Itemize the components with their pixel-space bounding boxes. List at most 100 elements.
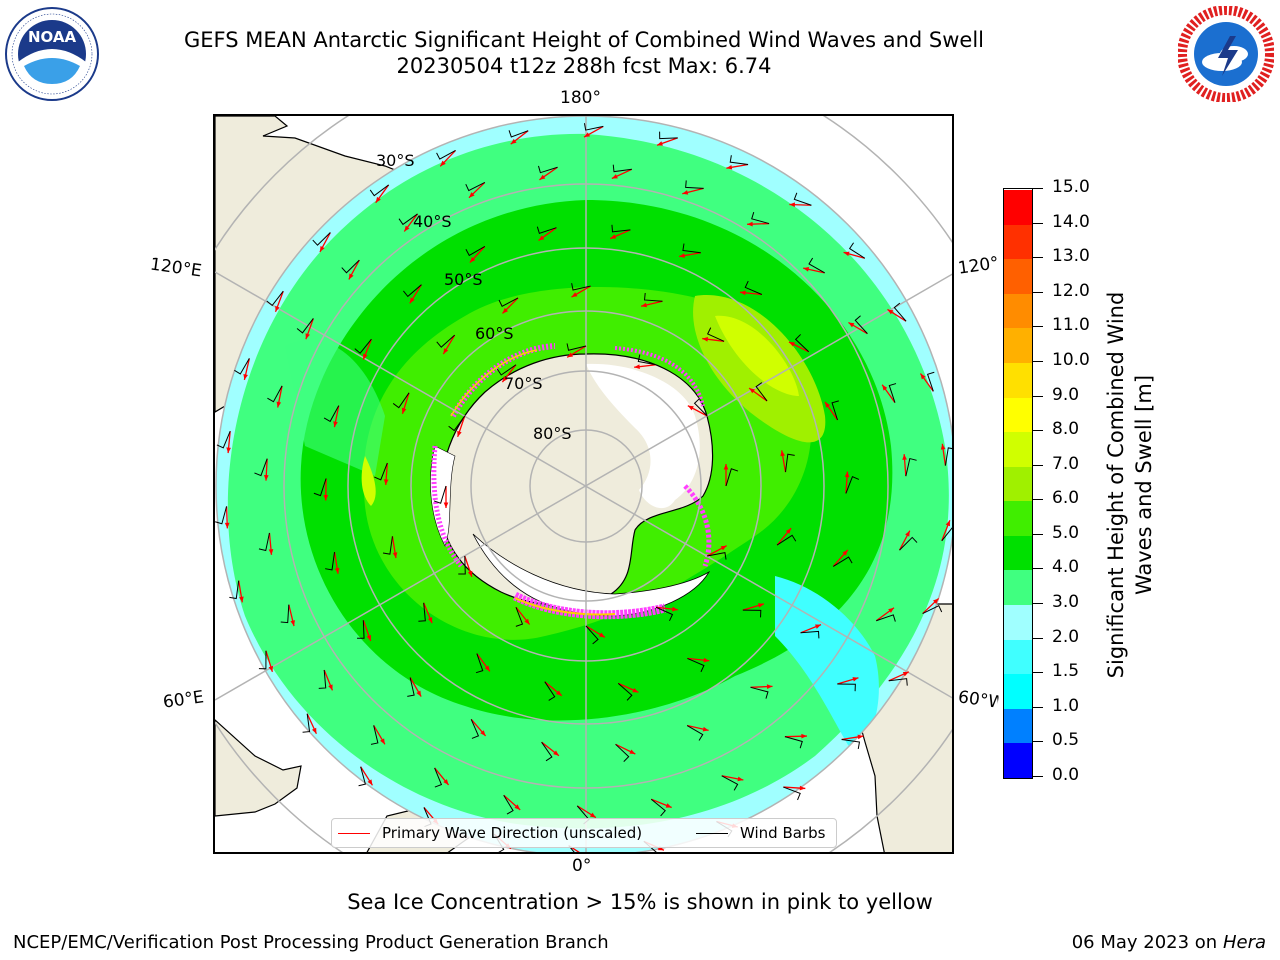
wind-barb	[837, 683, 856, 692]
wind-barb	[742, 609, 762, 618]
colorbar-tick-label: 15.0	[1052, 177, 1090, 197]
wind-barb	[783, 786, 801, 801]
wind-barb	[537, 165, 558, 174]
colorbar-segment	[1004, 431, 1032, 467]
footer-date-text: 06 May 2023 on	[1071, 932, 1218, 953]
wave-arrow-head	[366, 634, 372, 641]
wave-arrow-head	[702, 726, 709, 732]
wind-barb	[418, 602, 426, 622]
wind-barb	[448, 415, 466, 432]
wind-barb	[693, 398, 708, 417]
wave-arrow-head	[632, 687, 639, 693]
wave-arrow-head	[737, 776, 744, 782]
wave-arrow-head	[510, 138, 517, 145]
colorbar-segment	[1004, 327, 1032, 363]
wave-arrow-head	[844, 471, 850, 478]
colorbar-segment	[1004, 466, 1032, 502]
wave-arrow-head	[514, 804, 521, 810]
wave-arrow-head	[243, 373, 248, 380]
wind-barb	[215, 506, 228, 525]
lon-label-60w: 60°W	[956, 687, 1000, 713]
wind-barb	[585, 625, 599, 645]
wind-barb	[458, 555, 466, 575]
wave-arrow-head	[468, 192, 475, 198]
colorbar	[1003, 188, 1033, 779]
colorbar-tick-label: 3.0	[1052, 592, 1080, 613]
wind-barb	[266, 290, 284, 307]
wave-arrow-head	[945, 520, 950, 527]
wind-barb	[611, 224, 631, 233]
wave-arrow-head	[824, 401, 831, 408]
wave-arrow-head	[801, 733, 807, 739]
wind-barb	[848, 242, 866, 259]
wind-barb	[706, 327, 725, 342]
wind-barb	[655, 606, 674, 622]
wind-barb	[568, 845, 575, 852]
lat-label-50s: 50°S	[444, 270, 483, 289]
colorbar-tick-label: 12.0	[1052, 280, 1090, 301]
colorbar-segment	[1004, 569, 1032, 606]
wave-arrow-head	[720, 545, 727, 551]
wind-barb	[905, 457, 917, 477]
wind-barb	[776, 534, 797, 546]
wind-barb	[854, 315, 868, 334]
wave-arrow-head	[842, 549, 848, 556]
colorbar-tick	[1033, 326, 1043, 328]
wave-arrow-head	[571, 292, 578, 298]
wind-barb	[682, 243, 701, 254]
wave-arrow-head	[290, 620, 295, 627]
wave-arrow-head	[785, 528, 792, 534]
colorbar-segment	[1004, 500, 1032, 536]
colorbar-tick	[1033, 257, 1043, 259]
wind-barb	[941, 527, 952, 542]
wind-barb	[793, 192, 812, 206]
wave-arrow-head	[263, 474, 269, 481]
wind-barb	[615, 743, 630, 762]
colorbar-tick-label: 1.0	[1052, 695, 1080, 716]
colorbar-segment	[1004, 535, 1032, 571]
noaa-logo: NOAA	[5, 7, 99, 101]
wave-arrow-head	[766, 684, 773, 689]
lon-label-120e: 120°E	[148, 254, 203, 282]
wind-barb	[498, 297, 519, 307]
wind-barb	[721, 775, 739, 791]
wind-barb	[354, 338, 372, 354]
colorbar-tick-label: 2.0	[1052, 626, 1080, 647]
wind-barb	[686, 725, 704, 741]
colorbar-segment	[1004, 224, 1032, 260]
wind-barb	[254, 458, 268, 477]
wave-arrow-head	[757, 603, 764, 608]
wind-barb	[392, 392, 410, 409]
wave-arrow-head	[726, 164, 733, 170]
wave-arrow-head	[788, 342, 795, 347]
wave-arrow-head	[702, 336, 709, 342]
wind-barb	[612, 164, 632, 173]
wind-barb	[650, 798, 666, 817]
wave-arrow-head	[611, 174, 618, 179]
colorbar-tick	[1033, 430, 1043, 432]
wind-barb	[841, 738, 861, 750]
wind-barb	[258, 650, 267, 670]
colorbar-tick	[1033, 706, 1043, 708]
wave-arrow-head	[440, 160, 446, 167]
wave-arrow-head	[348, 273, 354, 280]
wave-arrow-head	[581, 853, 587, 854]
wind-barb	[800, 630, 820, 639]
wind-barb	[832, 556, 853, 567]
sea-ice-caption: Sea Ice Concentration > 15% is shown in …	[347, 890, 933, 914]
polar-map	[213, 114, 954, 854]
colorbar-segment	[1004, 708, 1032, 744]
colorbar-tick	[1033, 222, 1043, 224]
colorbar-segment	[1004, 604, 1032, 640]
wave-arrow-head	[589, 812, 596, 818]
wind-barb	[637, 354, 657, 366]
wave-arrow-head	[641, 302, 647, 308]
wind-barb	[258, 532, 270, 552]
wave-arrow-head	[333, 421, 338, 428]
wind-barb	[398, 213, 418, 226]
wind-barb	[433, 485, 447, 504]
wave-arrow-head	[380, 738, 385, 745]
wind-barb	[845, 476, 860, 494]
wind-barb	[407, 677, 415, 697]
wave-arrow-head	[502, 307, 509, 314]
